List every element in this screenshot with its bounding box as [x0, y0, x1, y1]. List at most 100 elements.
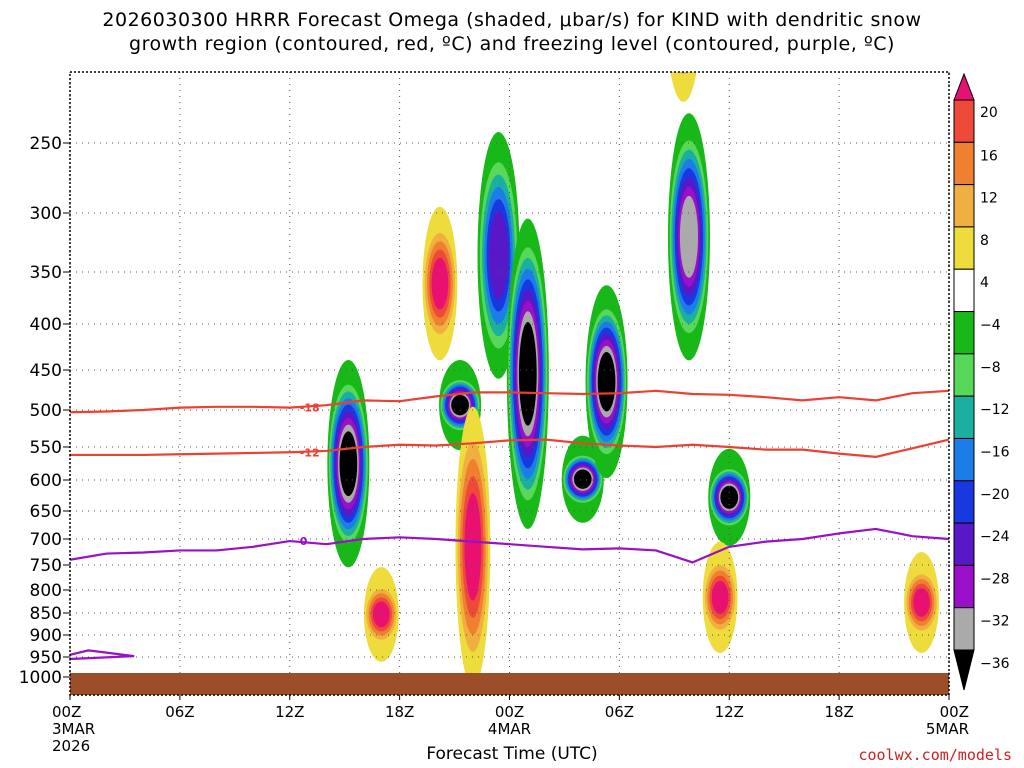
chart-title-line2: growth region (contoured, red, ºC) and f… — [129, 33, 895, 55]
source-credit: coolwx.com/models — [858, 746, 1012, 764]
pressure-tick-label: 500 — [30, 401, 62, 421]
colorbar: 20 16 12 8 4 −4 −8 −12 −16 −20 −24 −28 −32 −36 — [953, 72, 1010, 691]
colorbar-label: −24 — [980, 529, 1010, 545]
colorbar-top-arrow — [953, 72, 975, 101]
time-tick-label: 18Z — [385, 703, 414, 721]
pressure-tick-label: 850 — [30, 604, 62, 624]
ground-fill — [70, 673, 949, 695]
pressure-tick-label: 900 — [30, 626, 62, 646]
pressure-tick-label: 950 — [30, 648, 62, 668]
omega-level-band — [464, 493, 482, 601]
colorbar-label: −28 — [980, 571, 1010, 587]
time-tick-label: 06Z — [605, 703, 634, 721]
omega-feature-ascent — [327, 360, 370, 568]
colorbar-band — [953, 607, 975, 651]
colorbar-label: 8 — [980, 233, 989, 249]
time-tick-label: 06Z — [165, 703, 194, 721]
colorbar-band — [953, 522, 975, 566]
omega-feature-descent — [702, 541, 738, 654]
omega-level-band — [573, 469, 592, 489]
pressure-tick-label: 750 — [30, 556, 62, 576]
omega-feature-ascent — [561, 435, 604, 523]
colorbar-label: 16 — [980, 148, 998, 164]
omega-feature-ascent — [506, 218, 549, 530]
pressure-tick-label: 350 — [30, 263, 62, 283]
omega-level-band — [679, 195, 699, 278]
year-tick-label: 2026 — [52, 737, 90, 755]
colorbar-label: −20 — [980, 487, 1010, 503]
pressure-tick-label: 600 — [30, 471, 62, 491]
omega-level-band — [670, 72, 697, 102]
omega-feature-descent — [422, 206, 458, 361]
omega-level-band — [431, 257, 449, 310]
colorbar-label: −32 — [980, 614, 1010, 630]
chart-title: 2026030300 HRRR Forecast Omega (shaded, … — [0, 8, 1024, 56]
omega-field — [327, 0, 939, 687]
colorbar-label: −4 — [980, 318, 1001, 334]
omega-feature-ascent — [585, 285, 628, 479]
colorbar-label: 20 — [980, 105, 998, 121]
pressure-tick-label: 650 — [30, 502, 62, 522]
colorbar-label: 4 — [980, 275, 989, 291]
date-tick-label: 4MAR — [488, 720, 531, 738]
colorbar-band — [953, 99, 975, 143]
colorbar-bottom-arrow — [953, 649, 975, 691]
time-tick-label: 00Z — [940, 703, 969, 721]
time-tick-label: 18Z — [824, 703, 853, 721]
chart-title-line1: 2026030300 HRRR Forecast Omega (shaded, … — [102, 9, 922, 31]
omega-level-band — [597, 352, 616, 412]
colorbar-band — [953, 184, 975, 228]
omega-level-band — [913, 588, 930, 617]
time-tick-label: 00Z — [52, 703, 81, 721]
omega-level-band — [711, 580, 729, 614]
dgz-lower-label: -12 — [300, 446, 320, 459]
omega-level-band — [339, 431, 358, 497]
freezing-level-contour — [70, 527, 949, 564]
pressure-axis: 2503003504004505005506006507007508008509… — [19, 134, 70, 688]
dgz-upper-label: -18 — [300, 402, 320, 415]
omega-level-band — [518, 321, 537, 426]
omega-level-band — [372, 601, 390, 628]
pressure-tick-label: 550 — [30, 438, 62, 458]
freezing-level-loop — [70, 649, 135, 661]
dgz-lower-contour — [70, 438, 949, 458]
date-tick-label: 3MAR — [52, 720, 95, 738]
colorbar-band — [953, 268, 975, 313]
colorbar-band — [953, 226, 975, 270]
pressure-tick-label: 1000 — [19, 668, 62, 688]
omega-feature-ascent — [667, 113, 710, 361]
omega-level-band — [673, 0, 694, 54]
omega-feature-descent — [455, 406, 491, 687]
dgz-upper-contour — [70, 389, 949, 414]
colorbar-band — [953, 311, 975, 355]
colorbar-band — [953, 353, 975, 397]
colorbar-band — [953, 564, 975, 609]
pressure-tick-label: 700 — [30, 530, 62, 550]
omega-feature-descent — [670, 0, 697, 102]
time-tick-label: 12Z — [275, 703, 304, 721]
colorbar-band — [953, 437, 975, 482]
colorbar-label: 12 — [980, 191, 998, 207]
omega-feature-descent — [904, 552, 939, 653]
pressure-tick-label: 400 — [30, 315, 62, 335]
omega-feature-descent — [363, 567, 399, 662]
omega-level-band — [675, 0, 692, 44]
omega-level-band — [451, 394, 469, 416]
colorbar-label: −16 — [980, 444, 1010, 460]
pressure-tick-label: 300 — [30, 204, 62, 224]
ground-layer — [70, 673, 949, 695]
temperature-contours: -18 -12 0 — [70, 389, 949, 661]
omega-level-band — [488, 211, 509, 300]
omega-level-band — [671, 0, 697, 64]
colorbar-label: −36 — [980, 656, 1010, 672]
colorbar-band — [953, 141, 975, 186]
omega-level-band — [679, 72, 688, 75]
date-tick-label: 5MAR — [926, 720, 969, 738]
time-tick-label: 12Z — [715, 703, 744, 721]
time-tick-label: 00Z — [495, 703, 524, 721]
pressure-tick-label: 450 — [30, 361, 62, 381]
colorbar-label: −12 — [980, 402, 1010, 418]
omega-level-band — [720, 485, 739, 509]
